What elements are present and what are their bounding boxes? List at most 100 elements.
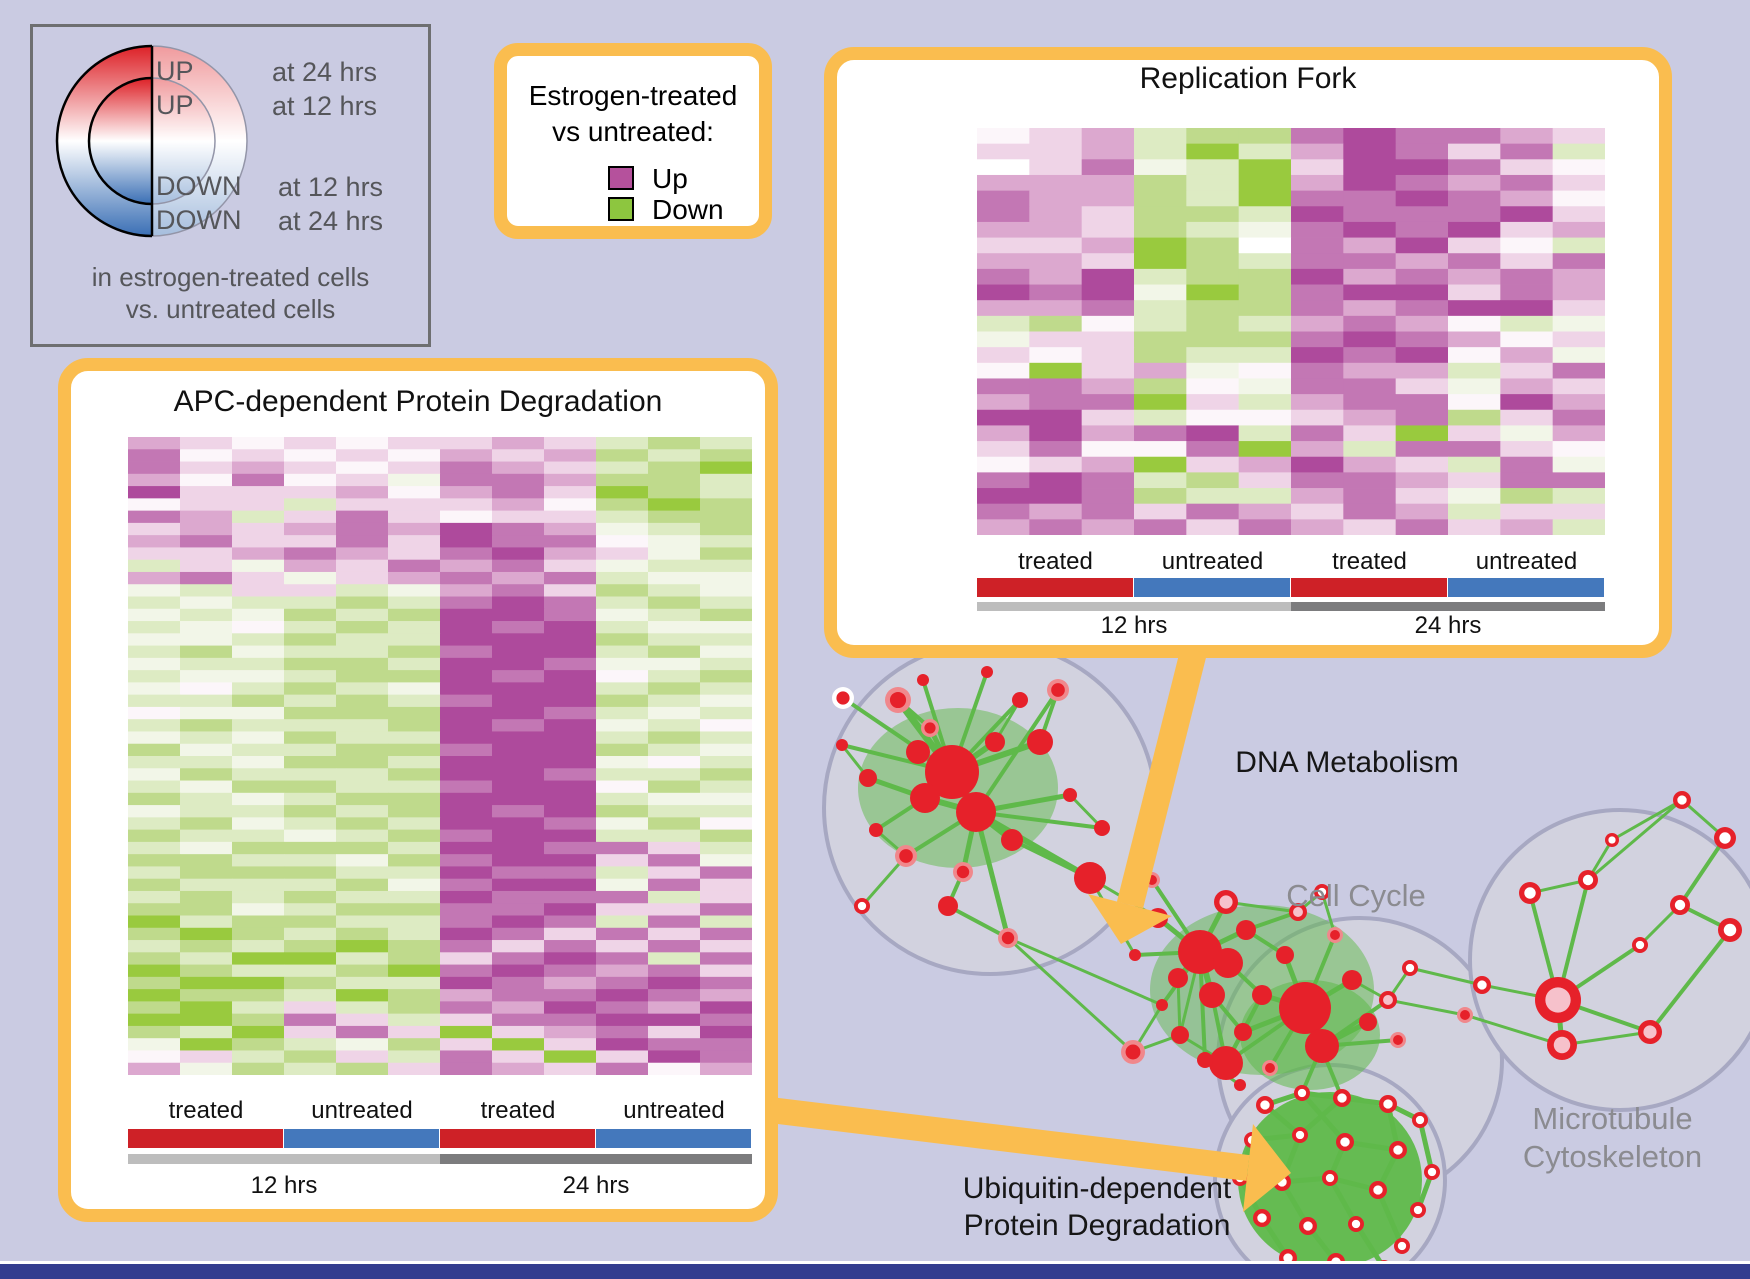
heatmap-cell xyxy=(1081,519,1135,535)
heatmap-cell xyxy=(544,1038,597,1051)
heatmap-cell xyxy=(1395,128,1449,145)
heatmap-cell xyxy=(1186,143,1240,160)
heatmap-cell xyxy=(1500,394,1554,411)
heatmap-cell xyxy=(700,952,752,965)
heatmap-cell xyxy=(1238,394,1292,411)
heatmap-cell xyxy=(1081,472,1135,489)
heatmap-cell xyxy=(1029,331,1083,348)
network-node-whitecore-core xyxy=(1247,1135,1257,1145)
heatmap-cell xyxy=(648,670,701,683)
heatmap-cell xyxy=(388,584,441,597)
heatmap-cell xyxy=(1448,237,1501,254)
heatmap-cell xyxy=(232,792,285,806)
heatmap-cell xyxy=(1029,190,1083,207)
apc-degradation-heatmap xyxy=(128,437,752,1075)
heatmap-cell xyxy=(700,633,752,646)
heatmap-cell xyxy=(388,498,441,512)
heatmap-cell xyxy=(1081,394,1135,411)
heatmap-cell xyxy=(128,584,181,597)
network-node-pinkcore-core xyxy=(1553,1036,1571,1054)
heatmap-cell xyxy=(1291,206,1344,223)
heatmap-cell xyxy=(1343,221,1397,238)
heatmap-cell xyxy=(544,1001,597,1015)
heatmap-cell xyxy=(596,608,649,622)
heatmap-cell xyxy=(232,498,285,512)
heatmap-cell xyxy=(388,1013,441,1027)
heatmap-cell xyxy=(180,854,233,867)
heatmap-cell xyxy=(1081,159,1135,176)
heatmap-cell xyxy=(1343,300,1397,317)
heatmap-cell xyxy=(1500,425,1554,442)
heatmap-cell xyxy=(977,190,1030,207)
heatmap-cell xyxy=(1343,409,1397,426)
heatmap-cell xyxy=(1343,456,1397,473)
network-node-whitecore-core xyxy=(1303,1221,1313,1231)
heatmap-cell xyxy=(596,633,649,646)
heatmap-cell xyxy=(544,522,597,536)
network-node-solid xyxy=(1197,1052,1213,1068)
heatmap-cell xyxy=(1395,253,1449,270)
heatmap-cell xyxy=(596,461,649,475)
heatmap-cell xyxy=(1134,300,1187,317)
heatmap-cell xyxy=(648,706,701,720)
heatmap-cell xyxy=(440,596,493,610)
heatmap-cell xyxy=(128,559,181,573)
heatmap-cell xyxy=(492,461,545,475)
heatmap-cell xyxy=(544,952,597,965)
heatmap-cell xyxy=(700,805,752,818)
heatmap-cell xyxy=(1134,378,1187,395)
heatmap-cell xyxy=(388,1050,441,1064)
heatmap-cell xyxy=(388,915,441,929)
heatmap-cell xyxy=(440,670,493,683)
heatmap-cell xyxy=(336,964,389,978)
heatmap-cell xyxy=(544,449,597,462)
heatmap-cell xyxy=(1029,174,1083,192)
heatmap-cell xyxy=(128,866,181,880)
heatmap-cell xyxy=(596,915,649,929)
heatmap-cell xyxy=(232,756,285,769)
heatmap-cell xyxy=(648,903,701,916)
heatmap-cell xyxy=(1081,503,1135,520)
dna-metabolism-label: DNA Metabolism xyxy=(1235,746,1459,779)
heatmap-cell xyxy=(1029,206,1083,223)
heatmap-cell xyxy=(1291,503,1344,520)
heatmap-cell xyxy=(977,362,1030,379)
heatmap-cell xyxy=(128,731,181,745)
heatmap-cell xyxy=(1343,347,1397,364)
heatmap-cell xyxy=(1343,472,1397,489)
heatmap-cell xyxy=(1500,519,1554,535)
heatmap-cell xyxy=(492,571,545,585)
heatmap-cell xyxy=(128,596,181,610)
heatmap-cell xyxy=(128,792,181,806)
heatmap-cell xyxy=(1186,519,1240,535)
heatmap-cell xyxy=(492,719,545,732)
heatmap-cell xyxy=(648,829,701,843)
heatmap-cell xyxy=(232,780,285,794)
heatmap-cell xyxy=(700,719,752,732)
heatmap-cell xyxy=(1552,409,1605,426)
heatmap-cell xyxy=(440,829,493,843)
heatmap-cell xyxy=(284,817,337,831)
heatmap-cell xyxy=(336,449,389,462)
heatmap-cell xyxy=(1134,425,1187,442)
heatmap-cell xyxy=(492,547,545,561)
heatmap-cell xyxy=(492,756,545,769)
heatmap-cell xyxy=(700,1001,752,1015)
heatmap-cell xyxy=(1081,253,1135,270)
heatmap-cell xyxy=(440,498,493,512)
network-edge xyxy=(1298,1096,1344,1137)
network-node-whitecore-core xyxy=(1383,1099,1393,1109)
heatmap-cell xyxy=(440,976,493,990)
network-node-pinkcore-core xyxy=(1545,987,1571,1013)
heatmap-cell xyxy=(700,768,752,781)
heatmap-cell xyxy=(180,1013,233,1027)
heatmap-cell xyxy=(388,510,441,524)
heatmap-cell xyxy=(336,559,389,573)
heatmap-cell xyxy=(1500,362,1554,379)
heatmap-cell xyxy=(1552,503,1605,520)
heatmap-cell xyxy=(180,915,233,929)
heatmap-cell xyxy=(700,596,752,610)
heatmap-cell xyxy=(700,1062,752,1075)
heatmap-cell xyxy=(700,854,752,867)
heatmap-cell xyxy=(1343,488,1397,505)
